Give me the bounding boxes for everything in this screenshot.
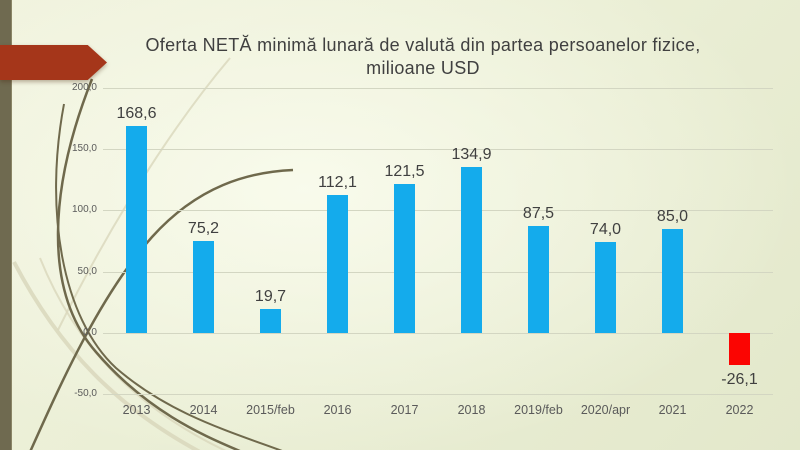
bar-value-label: 121,5	[384, 162, 425, 180]
x-axis-label-2013: 2013	[122, 403, 151, 417]
x-axis-label-2022: 2022	[725, 403, 754, 417]
bar-value-label: 87,5	[522, 204, 555, 222]
title-arrow-shape	[0, 45, 107, 80]
bar-2017	[394, 183, 415, 333]
x-axis-label-2016: 2016	[323, 403, 352, 417]
wisp-light-curve	[12, 261, 201, 450]
y-axis-tick-label: 150,0	[71, 142, 97, 154]
arrow-icon	[0, 45, 107, 80]
bar-2018	[461, 167, 482, 333]
y-axis-tick-label: 200,0	[71, 81, 97, 93]
bar-value-label: 74,0	[589, 221, 622, 239]
bar-2021	[662, 228, 683, 333]
bar-value-label: 75,2	[187, 219, 220, 237]
bar-2016	[327, 195, 348, 333]
x-axis-label-2021: 2021	[658, 403, 687, 417]
gridline-100	[103, 210, 773, 212]
y-axis-tick-label: 100,0	[71, 204, 97, 216]
x-axis-label-2014: 2014	[189, 403, 218, 417]
bar-value-label: 168,6	[116, 105, 157, 122]
x-axis-label-2015/feb: 2015/feb	[246, 403, 295, 417]
gridline-200	[103, 87, 773, 89]
x-axis-label-2018: 2018	[457, 403, 486, 417]
bar-2013	[126, 126, 147, 333]
left-accent-bar	[0, 0, 12, 450]
y-axis-tick-label: -50,0	[74, 388, 97, 400]
bar-2022	[729, 333, 750, 365]
bar-value-label: 112,1	[318, 174, 357, 192]
bar-value-label: 134,9	[451, 146, 492, 164]
bar-2015/feb	[260, 308, 281, 333]
y-axis-tick-label: 50,0	[77, 265, 97, 277]
bar-value-label: 19,7	[254, 287, 287, 305]
bar-value-label: -26,1	[721, 371, 758, 388]
gridline-0	[103, 333, 773, 334]
gridline-150	[103, 148, 773, 150]
x-axis-label-2019/feb: 2019/feb	[514, 403, 563, 417]
x-axis-label-2020/apr: 2020/apr	[580, 403, 631, 417]
bar-2014	[193, 240, 214, 333]
chart-title-line-1: Oferta NETĂ minimă lunară de valută din …	[145, 35, 701, 55]
gridline-50	[103, 271, 773, 273]
bar-2020/apr	[595, 242, 616, 333]
x-axis-label-2017: 2017	[390, 403, 419, 417]
chart-title: Oferta NETĂ minimă lunară de valută din …	[63, 34, 783, 80]
chart-title-line-2: milioane USD	[366, 58, 480, 78]
bar-2019/feb	[528, 225, 549, 333]
y-axis-tick-label: 0,0	[83, 327, 97, 338]
gridline--50	[103, 394, 773, 396]
bar-value-label: 85,0	[656, 207, 689, 225]
